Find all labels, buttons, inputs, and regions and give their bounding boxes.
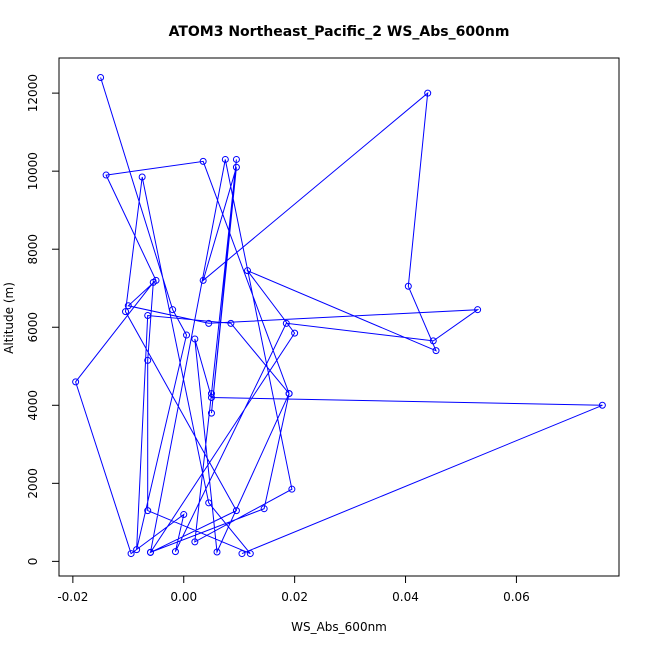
data-point [171, 548, 179, 556]
y-axis: 0 2000 4000 6000 8000 10000 12000 [26, 74, 60, 566]
data-point [232, 155, 240, 163]
data-point [72, 378, 80, 386]
x-tick-label: -0.02 [57, 590, 88, 604]
data-point [598, 401, 606, 409]
data-point [97, 74, 105, 82]
data-point [404, 282, 412, 290]
data-point [183, 331, 191, 339]
y-tick-label: 10000 [26, 152, 40, 190]
y-tick-label: 12000 [26, 74, 40, 112]
y-axis-label: Altitude (m) [2, 282, 16, 354]
data-point [146, 548, 154, 556]
data-point [246, 550, 254, 558]
data-point [127, 550, 135, 558]
x-tick-label: 0.00 [170, 590, 197, 604]
data-point [474, 306, 482, 314]
data-point [144, 507, 152, 515]
y-tick-label: 4000 [26, 390, 40, 421]
data-point [205, 499, 213, 507]
x-axis: -0.02 0.00 0.02 0.04 0.06 [57, 575, 530, 604]
data-point [288, 485, 296, 493]
series-line [75, 77, 603, 555]
x-axis-label: WS_Abs_600nm [291, 620, 387, 634]
data-point [180, 511, 188, 519]
y-tick-label: 0 [26, 558, 40, 566]
data-point [169, 306, 177, 314]
data-point [102, 171, 110, 179]
y-tick-label: 8000 [26, 234, 40, 265]
data-point [207, 409, 215, 417]
data-point [260, 505, 268, 513]
data-point [207, 390, 215, 398]
data-point [282, 319, 290, 327]
data-point [424, 89, 432, 97]
data-point [149, 278, 157, 286]
data-point [238, 550, 246, 558]
data-point [144, 356, 152, 364]
data-point [133, 546, 141, 554]
data-point [138, 173, 146, 181]
y-tick-label: 6000 [26, 312, 40, 343]
data-point [199, 276, 207, 284]
x-tick-label: 0.06 [503, 590, 530, 604]
data-point [205, 319, 213, 327]
data-point [191, 538, 199, 546]
data-point [227, 319, 235, 327]
data-point [144, 312, 152, 320]
data-point [124, 302, 132, 310]
data-point [207, 393, 215, 401]
data-point [221, 155, 229, 163]
x-tick-label: 0.02 [281, 590, 308, 604]
data-point [213, 548, 221, 556]
data-point [291, 329, 299, 337]
plot-area [58, 57, 620, 577]
data-point [432, 347, 440, 355]
data-point [122, 308, 130, 316]
chart-title: ATOM3 Northeast_Pacific_2 WS_Abs_600nm [169, 24, 510, 40]
data-point [244, 267, 252, 275]
data-point [429, 337, 437, 345]
x-tick-label: 0.04 [392, 590, 419, 604]
y-tick-label: 2000 [26, 468, 40, 499]
data-point [285, 390, 293, 398]
data-point [232, 163, 240, 171]
data-point [199, 157, 207, 165]
data-point [191, 335, 199, 343]
data-point [232, 507, 240, 515]
